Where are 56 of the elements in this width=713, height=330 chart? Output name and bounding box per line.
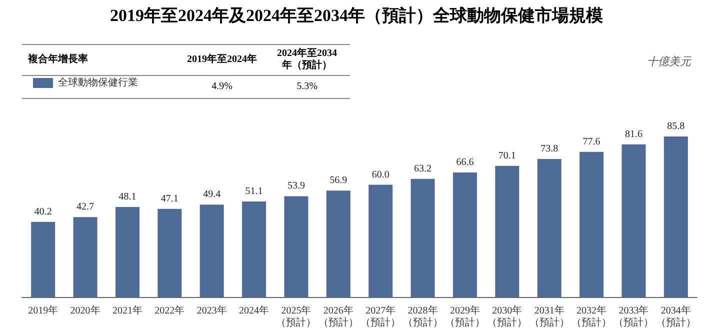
- x-tick-label: 2028年（預計）: [402, 304, 443, 328]
- bar: [537, 158, 562, 297]
- bar: [580, 152, 604, 297]
- data-label: 63.2: [414, 163, 432, 174]
- x-tick-label: 2022年: [154, 304, 185, 316]
- data-label: 85.8: [667, 121, 685, 132]
- x-tick-label: 2032年（預計）: [572, 304, 612, 328]
- x-tick-label: 2027年（預計）: [360, 304, 401, 328]
- bar: [158, 208, 182, 297]
- x-tick-label: 2030年（預計）: [487, 304, 528, 328]
- bar: [284, 196, 308, 297]
- bar: [326, 190, 350, 297]
- bar: [622, 144, 646, 297]
- data-label: 56.9: [330, 175, 348, 186]
- x-tick-label: 2031年（預計）: [529, 304, 570, 328]
- x-tick-label: 2024年: [239, 304, 270, 316]
- bar: [410, 178, 435, 297]
- data-label: 77.6: [582, 136, 600, 148]
- bar: [242, 201, 266, 297]
- x-tick-label: 2019年: [28, 304, 58, 316]
- x-tick-label: 2026年（預計）: [318, 304, 358, 328]
- data-label: 40.2: [34, 206, 52, 218]
- bar: [200, 204, 224, 297]
- data-label: 47.1: [160, 193, 178, 204]
- data-label: 60.0: [372, 169, 390, 180]
- bar: [115, 207, 140, 297]
- data-label: 42.7: [76, 202, 94, 213]
- x-tick-label: 2021年: [112, 304, 142, 316]
- text: 4.9%: [210, 81, 234, 93]
- data-label: 81.6: [624, 128, 642, 140]
- bar: [452, 172, 477, 297]
- chart-title: 2019年至2024年及2024年至2034年（預計）全球動物保健市場規模: [109, 5, 604, 27]
- x-tick-label: 2023年: [196, 304, 227, 316]
- data-label: 70.1: [498, 150, 516, 162]
- text: 5.3%: [296, 81, 318, 93]
- text: 複合年增長率: [28, 54, 88, 66]
- data-label: 51.1: [245, 186, 263, 197]
- x-tick-label: 2033年（預計）: [614, 304, 654, 328]
- text: 2019年至2024年: [186, 54, 258, 66]
- bar: [31, 222, 56, 297]
- text: 2024年至2034年（預計）: [277, 48, 337, 72]
- x-tick-label: 2034年（預計）: [656, 304, 696, 328]
- data-label: 66.6: [456, 156, 474, 168]
- data-label: 49.4: [203, 189, 221, 200]
- x-tick-label: 2020年: [70, 304, 100, 316]
- bar: [368, 184, 393, 297]
- data-label: 73.8: [540, 143, 558, 154]
- data-label: 53.9: [287, 180, 305, 192]
- legend-label: 全球動物保健行業: [58, 76, 138, 88]
- data-label: 48.1: [118, 192, 136, 203]
- bar: [73, 217, 98, 297]
- bar: [664, 136, 688, 297]
- x-tick-label: 2025年（預計）: [276, 304, 316, 328]
- text: 十億美元: [647, 54, 691, 69]
- bar: [495, 166, 520, 297]
- x-tick-label: 2029年（預計）: [444, 304, 485, 328]
